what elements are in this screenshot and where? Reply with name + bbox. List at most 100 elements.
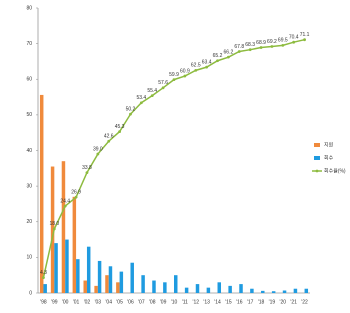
data-label: 62.5 [191, 63, 201, 69]
bar [141, 275, 145, 293]
y-tick-label: 80 [26, 5, 32, 11]
data-label: 69.2 [267, 39, 277, 45]
line-marker [216, 59, 219, 63]
data-label: 67.8 [234, 44, 244, 50]
bar [83, 280, 87, 293]
line-marker [52, 227, 56, 231]
line-marker [281, 44, 285, 47]
line-marker [270, 45, 274, 48]
bar [228, 285, 232, 293]
x-tick-label: '98 [40, 299, 47, 305]
data-label: 4.3 [40, 270, 47, 276]
y-tick-label: 40 [26, 148, 32, 154]
bar [108, 266, 113, 293]
data-label: 59.9 [169, 72, 179, 78]
data-label: 60.9 [180, 68, 190, 74]
bar [50, 166, 55, 293]
line-marker [63, 204, 67, 208]
bar [152, 280, 156, 293]
y-tick-label: 10 [26, 255, 32, 261]
bar [116, 282, 120, 293]
legend-swatch [314, 143, 320, 147]
x-tick-label: '18 [258, 299, 265, 305]
line-marker [139, 101, 143, 105]
line-marker [85, 171, 89, 174]
x-tick-label: '12 [192, 299, 199, 305]
data-label: 69.5 [278, 38, 288, 44]
line-marker [259, 46, 263, 49]
x-tick-label: '11 [182, 299, 188, 305]
data-label: 26.9 [71, 189, 81, 195]
x-tick-label: '22 [301, 299, 308, 305]
line-marker [248, 48, 252, 52]
legend-marker [315, 169, 319, 173]
x-tick-label: '19 [269, 299, 276, 305]
legend-label: 지원 [324, 141, 334, 148]
line-marker [237, 50, 241, 53]
x-tick-label: '15 [225, 299, 232, 305]
bar [76, 259, 80, 293]
x-tick-label: '00 [62, 299, 69, 305]
bar [43, 284, 47, 293]
data-label: 71.1 [300, 32, 310, 38]
x-tick-label: '02 [84, 299, 91, 305]
bar [94, 285, 98, 293]
data-label: 68.3 [245, 42, 255, 48]
bar [271, 291, 276, 293]
line-marker [150, 94, 154, 98]
data-label: 42.6 [104, 134, 114, 140]
data-label: 55.4 [147, 88, 157, 94]
bar [293, 288, 298, 293]
y-tick-label: 20 [26, 219, 32, 225]
bar [195, 284, 200, 293]
y-tick-label: 70 [26, 41, 32, 47]
bar [206, 287, 211, 293]
bar [130, 262, 134, 293]
legend-label: 회수 [324, 154, 334, 161]
data-label: 65.2 [213, 53, 223, 59]
data-label: 66.2 [224, 49, 234, 55]
bar [105, 275, 109, 293]
x-tick-label: '09 [160, 299, 167, 305]
data-label: 24.4 [60, 198, 70, 204]
data-label: 68.9 [256, 40, 266, 46]
bar [184, 287, 189, 293]
x-tick-label: '20 [280, 299, 287, 305]
bar [174, 275, 178, 293]
x-tick-label: '13 [203, 299, 210, 305]
data-label: 57.6 [158, 80, 168, 86]
bar [119, 271, 124, 293]
bar [39, 94, 44, 293]
legend-swatch [314, 156, 320, 160]
data-label: 39.0 [93, 146, 103, 152]
y-tick-label: 30 [26, 183, 32, 189]
bar [250, 288, 254, 293]
data-label: 45.3 [115, 124, 125, 130]
line-marker [227, 55, 230, 59]
bar [282, 290, 287, 293]
legend-label: 회수율(%) [324, 167, 346, 174]
bar [54, 243, 58, 293]
x-tick-label: '06 [127, 299, 134, 305]
bar [304, 288, 309, 293]
data-label: 50.2 [126, 106, 136, 112]
data-label: 18.0 [49, 221, 59, 227]
line-marker [183, 74, 187, 78]
x-tick-label: '17 [247, 299, 254, 305]
line-marker [292, 40, 296, 44]
line-marker [96, 152, 100, 156]
line-marker [303, 38, 306, 42]
x-tick-label: '99 [51, 299, 58, 305]
x-tick-label: '08 [149, 299, 156, 305]
x-tick-label: '07 [138, 299, 145, 305]
line-marker [172, 78, 176, 82]
x-tick-label: '16 [236, 299, 243, 305]
line-marker [205, 65, 209, 69]
data-label: 63.4 [202, 59, 212, 65]
data-label: 33.8 [82, 165, 92, 171]
bar [72, 196, 77, 293]
bar [239, 284, 243, 293]
y-tick-label: 0 [29, 290, 32, 296]
x-tick-label: '05 [116, 299, 123, 305]
